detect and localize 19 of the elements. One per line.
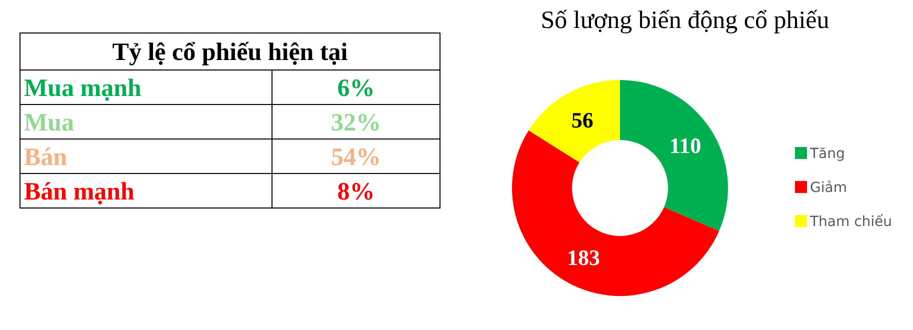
- donut-slice: [512, 130, 720, 296]
- legend-label: Tăng: [809, 146, 845, 162]
- data-label: 56: [571, 108, 594, 133]
- data-label: 8%: [337, 178, 375, 206]
- data-label: 32%: [331, 110, 381, 136]
- category-label: Mua mạnh: [24, 75, 142, 102]
- donut-slice: [528, 80, 620, 162]
- data-label: 183: [567, 244, 600, 270]
- data-label: 54%: [331, 144, 381, 171]
- data-label: 6%: [337, 75, 375, 102]
- category-label: Mua: [24, 110, 74, 136]
- chart-title: Số lượng biến động cổ phiếu: [540, 7, 830, 34]
- text: Tỷ lệ cổ phiếu hiện tại: [112, 39, 348, 66]
- category-label: Bán: [24, 144, 68, 171]
- category-label: Bán mạnh: [24, 178, 135, 206]
- donut-slice: [620, 80, 728, 232]
- legend-label: Tham chiếu: [809, 214, 892, 230]
- data-label: 110: [669, 133, 702, 158]
- legend-label: Giảm: [810, 180, 847, 196]
